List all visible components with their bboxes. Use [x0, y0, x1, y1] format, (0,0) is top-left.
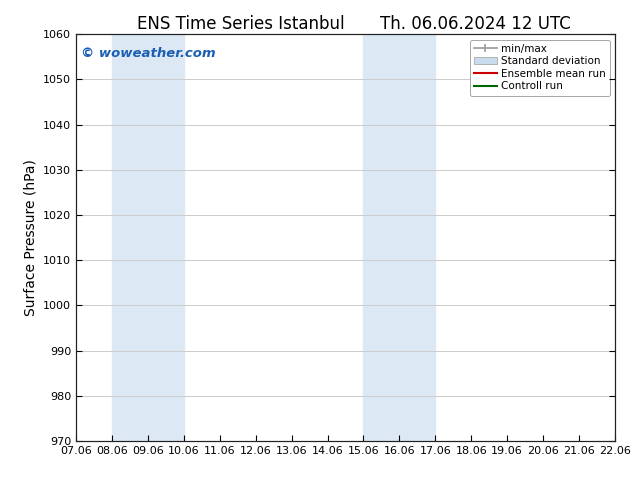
Text: Th. 06.06.2024 12 UTC: Th. 06.06.2024 12 UTC — [380, 15, 571, 33]
Text: ENS Time Series Istanbul: ENS Time Series Istanbul — [137, 15, 345, 33]
Bar — [615, 34, 633, 441]
Bar — [363, 34, 436, 441]
Y-axis label: Surface Pressure (hPa): Surface Pressure (hPa) — [23, 159, 37, 316]
Bar — [112, 34, 184, 441]
Legend: min/max, Standard deviation, Ensemble mean run, Controll run: min/max, Standard deviation, Ensemble me… — [470, 40, 610, 96]
Text: © woweather.com: © woweather.com — [81, 47, 216, 59]
